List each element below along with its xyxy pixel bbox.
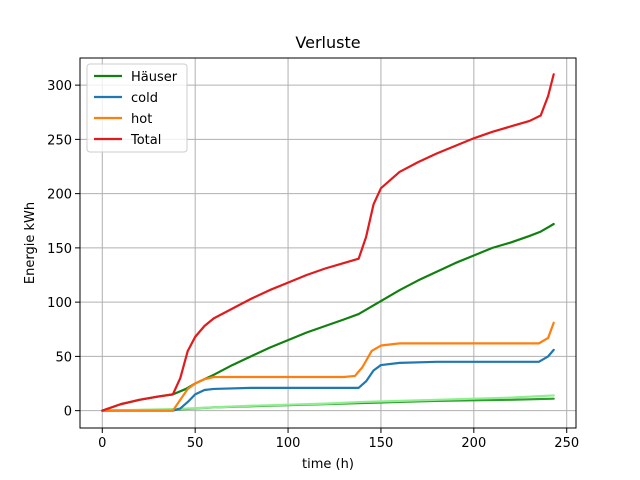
x-axis-ticks: 0 50 100 150 200 250 xyxy=(98,428,579,451)
y-tick-label: 0 xyxy=(64,405,72,420)
legend-label-cold: cold xyxy=(131,91,158,106)
x-tick-label: 250 xyxy=(554,436,579,451)
y-tick-label: 300 xyxy=(47,79,72,94)
series-line-hot xyxy=(101,321,555,412)
series-lines xyxy=(101,73,555,412)
y-tick-label: 250 xyxy=(47,133,72,148)
legend: Häuser cold hot Total xyxy=(86,63,188,153)
legend-label-hot: hot xyxy=(131,112,152,127)
y-tick-label: 150 xyxy=(47,242,72,257)
legend-box xyxy=(86,63,188,153)
y-axis-ticks: 0 50 100 150 200 250 300 xyxy=(47,79,80,420)
y-tick-label: 100 xyxy=(47,296,72,311)
chart-title: Verluste xyxy=(295,33,360,52)
legend-label-total: Total xyxy=(130,133,161,148)
series-line-total xyxy=(101,73,555,412)
plot-frame xyxy=(79,57,577,429)
x-tick-label: 50 xyxy=(187,436,204,451)
x-tick-label: 0 xyxy=(98,436,106,451)
x-tick-label: 150 xyxy=(369,436,394,451)
series-line-cold xyxy=(101,348,555,412)
x-tick-label: 100 xyxy=(276,436,301,451)
x-axis-label: time (h) xyxy=(302,457,354,472)
y-tick-label: 200 xyxy=(47,188,72,203)
series-line-extra-5 xyxy=(101,394,555,412)
y-axis-label: Energie kWh xyxy=(23,202,38,284)
y-tick-label: 50 xyxy=(55,350,72,365)
x-tick-label: 200 xyxy=(461,436,486,451)
series-line-h-user xyxy=(101,222,555,412)
legend-label-h-user: Häuser xyxy=(131,70,178,85)
